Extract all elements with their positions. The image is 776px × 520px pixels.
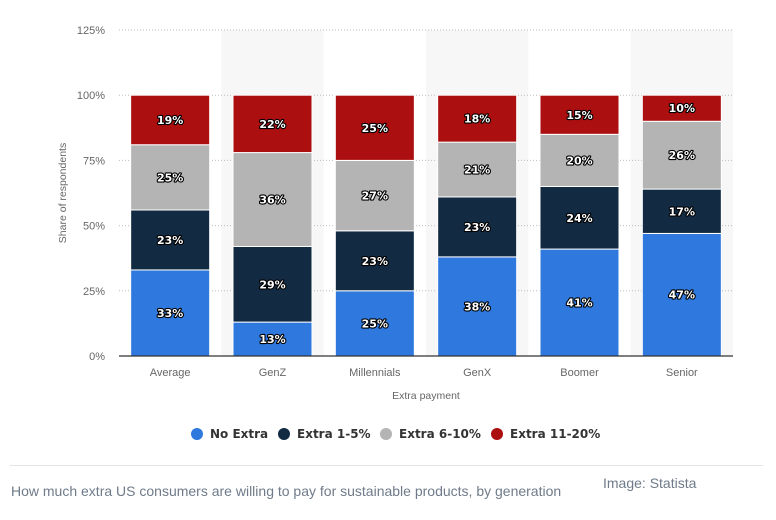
bar-segment	[130, 94, 211, 146]
data-label: 27%	[362, 190, 388, 203]
y-tick-label: 100%	[77, 90, 105, 102]
data-label: 25%	[157, 171, 183, 184]
stacked-bar-chart: 0% 25% 50% 75% 100% 125% 33% 23% 25% 19% 13% 29% 36…	[57, 25, 733, 441]
legend-label: No Extra	[210, 427, 268, 441]
x-tick-label: Boomer	[560, 367, 599, 379]
data-label: 47%	[669, 289, 695, 302]
y-tick-label: 0%	[89, 351, 105, 363]
data-label: 38%	[464, 300, 490, 313]
bar-segment	[130, 144, 211, 211]
data-label: 26%	[669, 149, 695, 162]
legend-swatch	[380, 428, 392, 440]
data-label: 21%	[464, 164, 490, 177]
bar-segment	[232, 152, 313, 247]
y-tick-label: 125%	[77, 25, 105, 37]
data-label: 36%	[259, 194, 285, 207]
legend-swatch	[491, 428, 503, 440]
bar-segment	[641, 94, 722, 122]
y-tick-label: 25%	[83, 286, 105, 298]
bar-segment	[641, 120, 722, 190]
data-label: 24%	[566, 212, 592, 225]
data-label: 18%	[464, 113, 490, 126]
data-label: 17%	[669, 205, 695, 218]
legend: No Extra Extra 1-5% Extra 6-10% Extra 11-20…	[191, 427, 600, 441]
data-label: 25%	[362, 317, 388, 330]
bar-segment	[539, 94, 620, 135]
legend-label: Extra 6-10%	[399, 427, 481, 441]
data-label: 25%	[362, 122, 388, 135]
data-label: 10%	[669, 102, 695, 115]
source-credit: Image: Statista	[603, 475, 697, 491]
data-label: 20%	[566, 154, 592, 167]
data-label: 19%	[157, 114, 183, 127]
legend-swatch	[191, 428, 203, 440]
data-label: 15%	[566, 109, 592, 122]
bar-segment	[130, 209, 211, 271]
bar-segment	[539, 133, 620, 187]
y-axis-ticks: 0% 25% 50% 75% 100% 125%	[77, 25, 105, 363]
bar-segment	[539, 248, 620, 357]
bar-segment	[437, 196, 518, 258]
bar-segment	[437, 256, 518, 357]
bar-segment	[334, 159, 415, 232]
x-tick-label: GenZ	[259, 367, 287, 379]
data-label: 22%	[259, 118, 285, 131]
bar-segment	[334, 94, 415, 161]
bars: 33% 23% 25% 19% 13% 29% 36% 22% 25% 23% 27% 25% 38% 2…	[130, 94, 722, 357]
bar-segment	[232, 94, 313, 154]
data-label: 41%	[566, 297, 592, 310]
y-tick-label: 50%	[83, 221, 105, 233]
bar-segment	[334, 290, 415, 357]
bar-segment	[539, 185, 620, 250]
data-label: 23%	[464, 221, 490, 234]
bar-segment	[232, 245, 313, 323]
legend-swatch	[278, 428, 290, 440]
legend-label: Extra 11-20%	[510, 427, 600, 441]
data-label: 23%	[157, 234, 183, 247]
x-axis-title: Extra payment	[392, 390, 460, 402]
bar-segment	[437, 141, 518, 198]
bar-segment	[437, 94, 518, 143]
legend-label: Extra 1-5%	[297, 427, 371, 441]
data-label: 33%	[157, 307, 183, 320]
x-tick-label: Millennials	[349, 367, 401, 379]
chart-caption: How much extra US consumers are willing …	[11, 483, 562, 499]
y-axis-title: Share of respondents	[57, 143, 69, 243]
x-tick-label: Average	[150, 367, 191, 379]
footer-divider	[10, 465, 763, 466]
x-axis-ticks: Average GenZ Millennials GenX Boomer Senior	[150, 367, 698, 379]
gridlines	[119, 29, 733, 292]
x-tick-label: Senior	[666, 367, 698, 379]
y-tick-label: 75%	[83, 155, 105, 167]
x-tick-label: GenX	[463, 367, 492, 379]
bar-segment	[130, 269, 211, 357]
data-label: 29%	[259, 278, 285, 291]
data-label: 13%	[259, 333, 285, 346]
data-label: 23%	[362, 255, 388, 268]
